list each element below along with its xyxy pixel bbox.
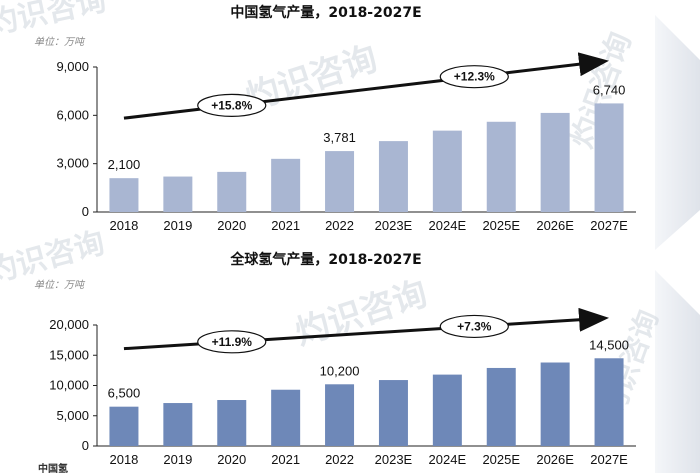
y-tick-label: 5,000 (56, 408, 89, 423)
x-tick-label: 2026E (536, 452, 574, 467)
x-tick-label: 2018 (109, 218, 138, 233)
side-chevron-bottom (655, 270, 700, 473)
x-tick-label: 2025E (482, 452, 520, 467)
bar (271, 389, 301, 446)
bar (325, 384, 355, 446)
bar (163, 403, 193, 446)
y-tick-label: 0 (82, 204, 89, 219)
x-tick-label: 2026E (536, 218, 574, 233)
bar (540, 362, 570, 446)
bar (540, 112, 570, 212)
data-label: 3,781 (323, 130, 356, 145)
bar (217, 171, 247, 212)
cagr-label: +15.8% (211, 98, 252, 112)
data-label: 10,200 (320, 363, 360, 378)
x-tick-label: 2018 (109, 452, 138, 467)
bar (217, 400, 247, 446)
x-tick-label: 2022 (325, 218, 354, 233)
chart-title: 全球氢气产量，2018-2027E (229, 251, 421, 268)
y-tick-label: 20,000 (49, 317, 89, 332)
x-tick-label: 2027E (590, 452, 628, 467)
x-tick-label: 2023E (375, 218, 413, 233)
y-tick-label: 9,000 (56, 59, 89, 74)
bar (432, 374, 462, 446)
y-tick-label: 6,000 (56, 107, 89, 122)
bar (109, 178, 139, 212)
bar (432, 130, 462, 212)
bar (378, 141, 408, 212)
x-tick-label: 2019 (163, 452, 192, 467)
unit-label: 单位：万吨 (34, 36, 86, 48)
bar (325, 151, 355, 212)
x-tick-label: 2020 (217, 452, 246, 467)
bar (486, 121, 516, 212)
x-tick-label: 2019 (163, 218, 192, 233)
x-tick-label: 2021 (271, 452, 300, 467)
global-hydrogen-chart: 全球氢气产量，2018-2027E 单位：万吨 0 5,000 10,000 15,0… (34, 251, 636, 467)
bar (271, 158, 301, 212)
side-chevron-top (655, 15, 700, 250)
y-tick-label: 15,000 (49, 347, 89, 362)
bar (594, 103, 624, 212)
y-tick-label: 3,000 (56, 156, 89, 171)
data-label: 6,500 (108, 386, 141, 401)
cagr-label: +12.3% (454, 70, 495, 84)
x-tick-label: 2021 (271, 218, 300, 233)
x-tick-label: 2022 (325, 452, 354, 467)
watermark-text: 灼识咨询 (0, 0, 109, 42)
watermark-text: 灼识咨询 (290, 273, 432, 353)
y-tick-label: 0 (82, 438, 89, 453)
data-label: 2,100 (108, 157, 141, 172)
x-tick-label: 2025E (482, 218, 520, 233)
y-tick-label: 10,000 (49, 378, 89, 393)
bar (594, 358, 624, 446)
bar (163, 176, 193, 212)
cagr-oval (197, 330, 267, 354)
data-label: 14,500 (589, 337, 629, 352)
unit-label: 单位：万吨 (34, 279, 86, 291)
cagr-label: +7.3% (457, 319, 492, 333)
footer-label: 中国氢 (38, 462, 68, 473)
chart-title: 中国氢气产量，2018-2027E (230, 4, 421, 21)
data-label: 6,740 (593, 82, 626, 97)
cagr-oval (197, 93, 267, 117)
china-hydrogen-chart: 中国氢气产量，2018-2027E 单位：万吨 0 3,000 6,000 9,000… (34, 4, 636, 233)
x-tick-label: 2027E (590, 218, 628, 233)
x-tick-label: 2024E (429, 452, 467, 467)
bar (486, 367, 516, 446)
x-tick-label: 2020 (217, 218, 246, 233)
cagr-oval (439, 314, 509, 339)
bar (378, 380, 408, 446)
bar (109, 406, 139, 446)
cagr-oval (439, 65, 509, 89)
x-tick-label: 2023E (375, 452, 413, 467)
x-tick-label: 2024E (429, 218, 467, 233)
cagr-label: +11.9% (212, 335, 253, 349)
